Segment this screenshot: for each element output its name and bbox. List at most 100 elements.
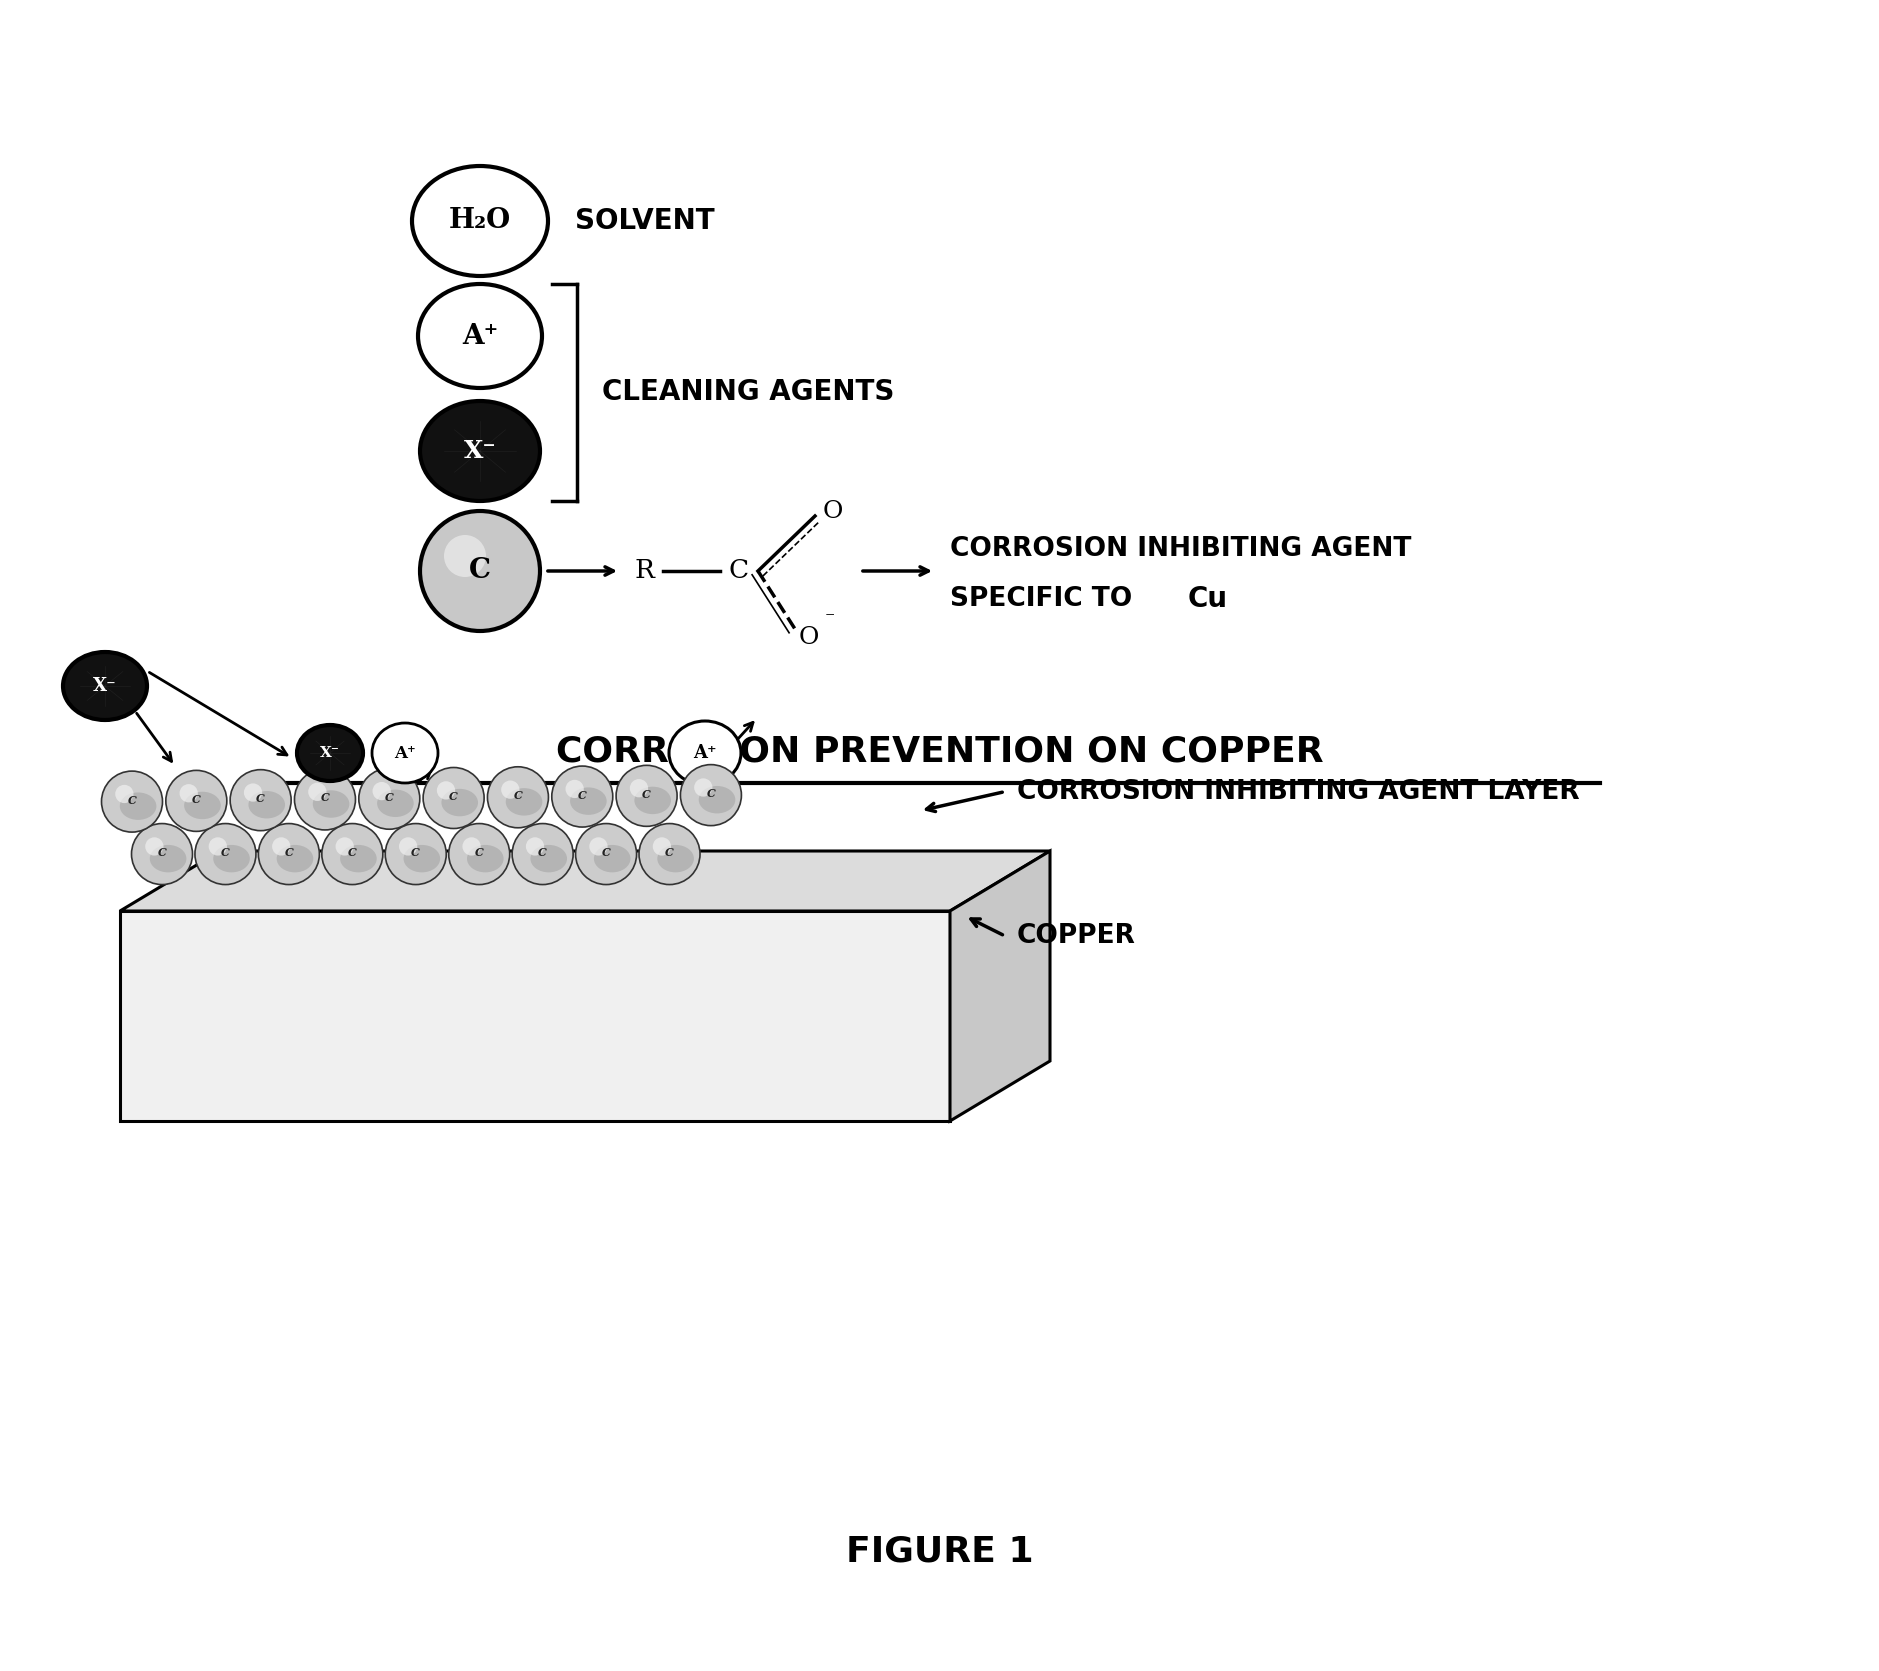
Text: SPECIFIC TO: SPECIFIC TO — [951, 587, 1141, 612]
Text: C: C — [513, 790, 522, 802]
Polygon shape — [120, 851, 1050, 911]
Circle shape — [180, 784, 197, 802]
Text: A⁺: A⁺ — [693, 744, 716, 762]
Ellipse shape — [635, 787, 671, 814]
Text: A⁺: A⁺ — [395, 745, 415, 762]
Text: R: R — [635, 558, 656, 583]
Ellipse shape — [505, 789, 543, 815]
Ellipse shape — [421, 401, 539, 501]
Circle shape — [566, 780, 584, 799]
Circle shape — [259, 824, 319, 884]
Ellipse shape — [212, 846, 250, 872]
Text: C: C — [222, 847, 229, 857]
Circle shape — [693, 779, 712, 797]
Ellipse shape — [64, 652, 147, 720]
Polygon shape — [120, 911, 951, 1121]
Circle shape — [308, 782, 327, 800]
Text: CORROSION INHIBITING AGENT LAYER: CORROSION INHIBITING AGENT LAYER — [1017, 779, 1580, 805]
Circle shape — [145, 837, 163, 856]
Circle shape — [423, 767, 485, 829]
Text: C: C — [256, 794, 265, 804]
Ellipse shape — [594, 846, 631, 872]
Circle shape — [513, 824, 573, 884]
Ellipse shape — [699, 785, 735, 814]
Text: Cu: Cu — [1188, 585, 1229, 613]
Text: A⁺: A⁺ — [462, 323, 498, 349]
Circle shape — [372, 782, 391, 800]
Text: SOLVENT: SOLVENT — [575, 207, 714, 236]
Text: C: C — [284, 847, 293, 857]
Text: COPPER: COPPER — [1017, 922, 1137, 949]
Text: C: C — [601, 847, 611, 857]
Circle shape — [209, 837, 227, 856]
Ellipse shape — [468, 846, 504, 872]
Ellipse shape — [569, 787, 607, 815]
Circle shape — [443, 535, 487, 576]
Text: FIGURE 1: FIGURE 1 — [846, 1534, 1033, 1567]
Circle shape — [295, 769, 355, 830]
Circle shape — [321, 824, 383, 884]
Text: O: O — [799, 625, 819, 648]
Polygon shape — [951, 851, 1050, 1121]
Text: C: C — [348, 847, 357, 857]
Text: C: C — [321, 792, 329, 804]
Circle shape — [229, 770, 291, 830]
Circle shape — [272, 837, 291, 856]
Text: O: O — [823, 501, 844, 523]
Text: C: C — [412, 847, 421, 857]
Circle shape — [449, 824, 509, 884]
Ellipse shape — [248, 790, 286, 819]
Ellipse shape — [312, 790, 349, 817]
Text: C: C — [128, 795, 137, 805]
Ellipse shape — [150, 846, 186, 872]
Circle shape — [244, 784, 263, 802]
Text: H₂O: H₂O — [449, 207, 511, 234]
Circle shape — [487, 767, 549, 827]
Text: C: C — [579, 789, 586, 800]
Circle shape — [462, 837, 481, 856]
Ellipse shape — [120, 792, 156, 820]
Circle shape — [195, 824, 256, 884]
Text: C: C — [475, 847, 483, 857]
Text: C: C — [385, 792, 395, 802]
Circle shape — [398, 837, 417, 856]
Ellipse shape — [412, 165, 549, 276]
Text: X⁻: X⁻ — [464, 439, 496, 463]
Text: X⁻: X⁻ — [94, 677, 116, 695]
Text: X⁻: X⁻ — [319, 745, 340, 760]
Ellipse shape — [340, 846, 376, 872]
Circle shape — [652, 837, 671, 856]
Text: C: C — [470, 558, 490, 585]
Circle shape — [590, 837, 607, 856]
Text: CORROSION PREVENTION ON COPPER: CORROSION PREVENTION ON COPPER — [556, 734, 1325, 769]
Circle shape — [115, 785, 133, 804]
Text: CLEANING AGENTS: CLEANING AGENTS — [601, 379, 894, 406]
Text: C: C — [537, 847, 547, 857]
Circle shape — [680, 765, 742, 825]
Ellipse shape — [276, 846, 314, 872]
Text: C: C — [707, 789, 716, 799]
Ellipse shape — [404, 846, 440, 872]
Ellipse shape — [658, 846, 693, 872]
Ellipse shape — [378, 790, 413, 817]
Circle shape — [526, 837, 545, 856]
Circle shape — [575, 824, 637, 884]
Text: C: C — [665, 847, 675, 857]
Circle shape — [629, 779, 648, 797]
Text: C: C — [643, 789, 650, 800]
Circle shape — [552, 765, 613, 827]
Circle shape — [336, 837, 353, 856]
Circle shape — [502, 780, 519, 799]
Ellipse shape — [297, 725, 363, 780]
Circle shape — [359, 769, 419, 829]
Text: C: C — [192, 794, 201, 805]
Text: C: C — [158, 847, 167, 857]
Circle shape — [165, 770, 227, 832]
Circle shape — [132, 824, 192, 884]
Circle shape — [101, 770, 162, 832]
Ellipse shape — [442, 789, 477, 817]
Ellipse shape — [417, 284, 541, 388]
Circle shape — [421, 511, 539, 632]
Text: ⁻: ⁻ — [825, 610, 836, 628]
Text: C: C — [449, 790, 458, 802]
